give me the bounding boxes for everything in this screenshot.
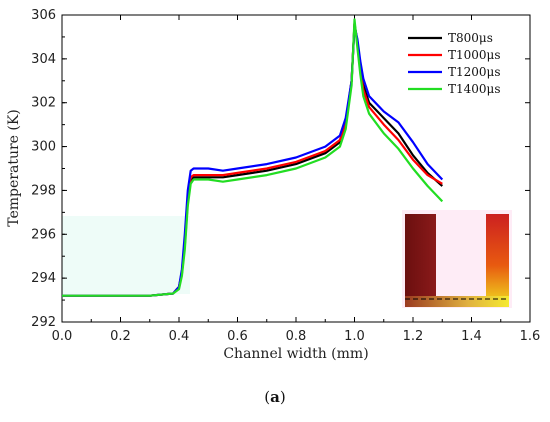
y-tick-label: 298	[31, 183, 56, 198]
x-axis-label: Channel width (mm)	[223, 346, 368, 362]
legend-label-0: T800μs	[448, 31, 493, 45]
y-tick-label: 292	[31, 315, 56, 330]
tick-labels: 0.0 0.2 0.4 0.6 0.8 1.0 1.2 1.4 1.6 292 294 296 298 3…	[31, 8, 540, 344]
legend-label-3: T1400μs	[448, 82, 501, 96]
axis-ticks	[61, 14, 531, 323]
y-tick-label: 296	[31, 227, 56, 242]
legend-label-2: T1200μs	[448, 65, 501, 79]
temperature-chart: 0.0 0.2 0.4 0.6 0.8 1.0 1.2 1.4 1.6 292 294 296 298 3…	[6, 8, 540, 362]
x-tick-label: 0.8	[286, 329, 307, 344]
caption-letter: a	[270, 388, 280, 406]
highlight-band	[62, 216, 190, 294]
series-lines	[62, 18, 444, 297]
x-tick-label: 1.0	[344, 329, 365, 344]
y-tick-label: 294	[31, 271, 56, 286]
y-tick-label: 304	[31, 52, 56, 67]
y-tick-label: 302	[31, 96, 56, 111]
x-tick-label: 0.2	[110, 329, 131, 344]
figure-caption: (a)	[264, 388, 286, 406]
legend-label-1: T1000μs	[448, 48, 501, 62]
channel-geometry-inset	[402, 210, 512, 308]
y-tick-label: 300	[31, 140, 56, 155]
x-tick-label: 1.2	[403, 329, 424, 344]
x-tick-label: 1.4	[461, 329, 482, 344]
x-tick-label: 0.0	[52, 329, 73, 344]
series-line-3	[62, 18, 444, 297]
x-tick-label: 1.6	[520, 329, 541, 344]
legend: T800μs T1000μs T1200μs T1400μs	[408, 31, 501, 96]
y-axis-label: Temperature (K)	[6, 109, 22, 227]
x-tick-label: 0.4	[169, 329, 190, 344]
x-tick-label: 0.6	[227, 329, 248, 344]
y-tick-label: 306	[31, 8, 56, 23]
